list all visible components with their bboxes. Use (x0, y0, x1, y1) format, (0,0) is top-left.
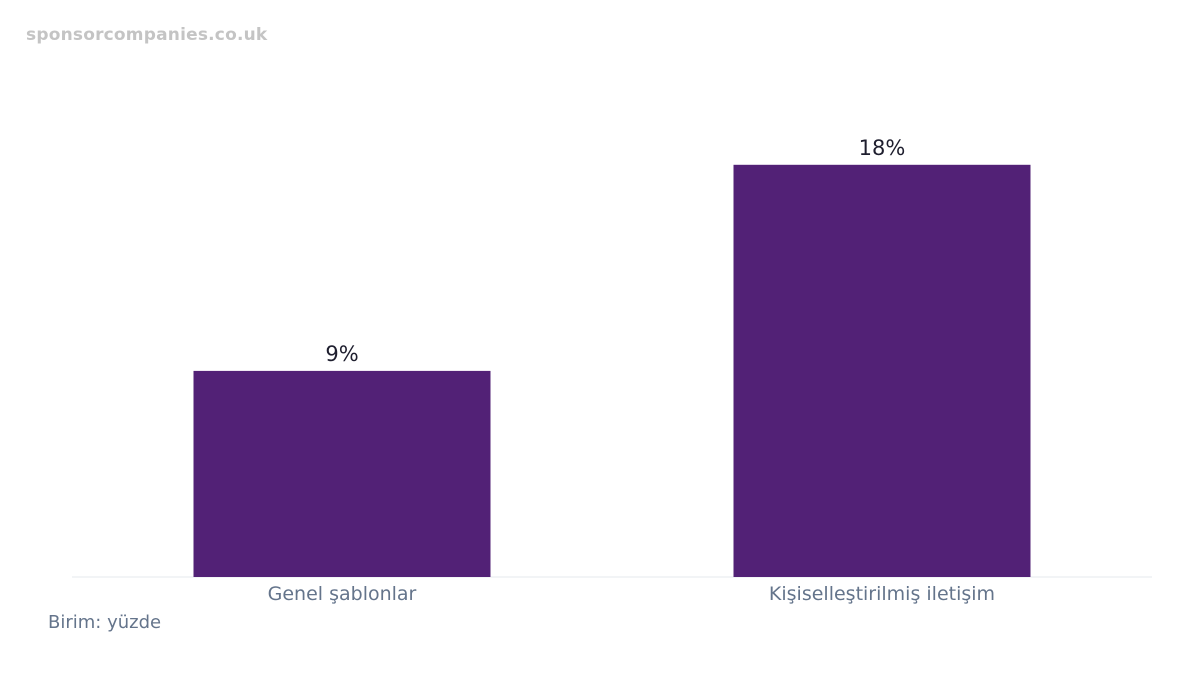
unit-note: Birim: yüzde (48, 612, 162, 633)
category-label-2: Kişiselleştirilmiş iletişim (769, 583, 995, 605)
watermark-text: sponsorcompanies.co.uk (26, 25, 268, 45)
bar-value-label-2: 18% (859, 136, 906, 160)
category-labels-group: Genel şablonlar Kişiselleştirilmiş iletiş… (268, 583, 995, 605)
bar-value-label-1: 9% (325, 342, 358, 366)
bar-1 (193, 370, 491, 577)
bars-group (193, 164, 1031, 578)
bar-2 (733, 164, 1031, 578)
category-label-1: Genel şablonlar (268, 583, 417, 605)
value-labels-group: 9% 18% (325, 136, 905, 366)
